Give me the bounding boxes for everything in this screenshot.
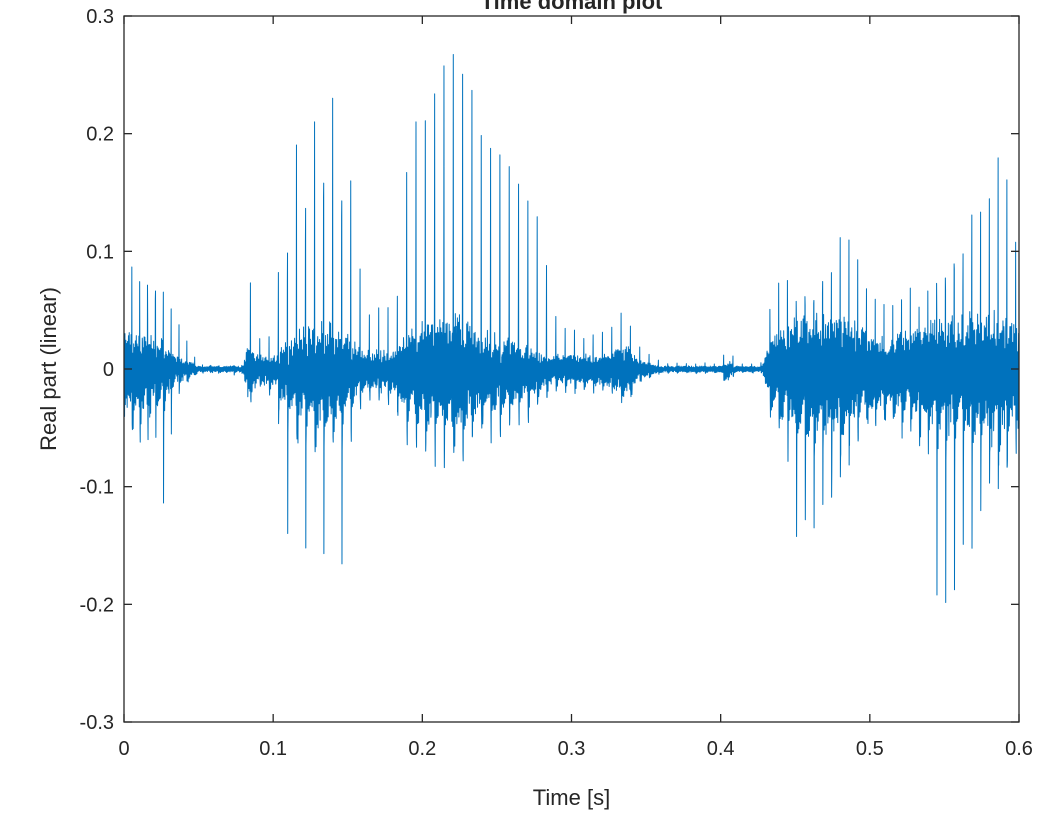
y-tick-label: 0 bbox=[103, 359, 114, 381]
x-tick-label: 0 bbox=[118, 738, 129, 760]
chart-title: Time domain plot bbox=[481, 0, 663, 14]
x-tick-label: 0.3 bbox=[558, 738, 586, 760]
y-tick-label: 0.2 bbox=[86, 124, 114, 146]
waveform-line bbox=[124, 54, 1019, 604]
y-tick-label: -0.1 bbox=[80, 477, 114, 499]
x-tick-label: 0.2 bbox=[408, 738, 436, 760]
y-axis-label: Real part (linear) bbox=[36, 287, 61, 451]
x-axis-ticks: 0 0.1 0.2 0.3 0.4 0.5 0.6 bbox=[118, 16, 1033, 760]
y-tick-label: -0.2 bbox=[80, 594, 114, 616]
y-axis-ticks: -0.3 -0.2 -0.1 0 0.1 0.2 0.3 bbox=[80, 6, 1019, 734]
y-tick-label: 0.3 bbox=[86, 6, 114, 28]
x-tick-label: 0.4 bbox=[707, 738, 735, 760]
y-tick-label: 0.1 bbox=[86, 241, 114, 263]
waveform-series bbox=[124, 54, 1019, 604]
x-tick-label: 0.5 bbox=[856, 738, 884, 760]
x-tick-label: 0.6 bbox=[1005, 738, 1033, 760]
x-tick-label: 0.1 bbox=[259, 738, 287, 760]
x-axis-label: Time [s] bbox=[533, 785, 610, 810]
y-tick-label: -0.3 bbox=[80, 712, 114, 734]
